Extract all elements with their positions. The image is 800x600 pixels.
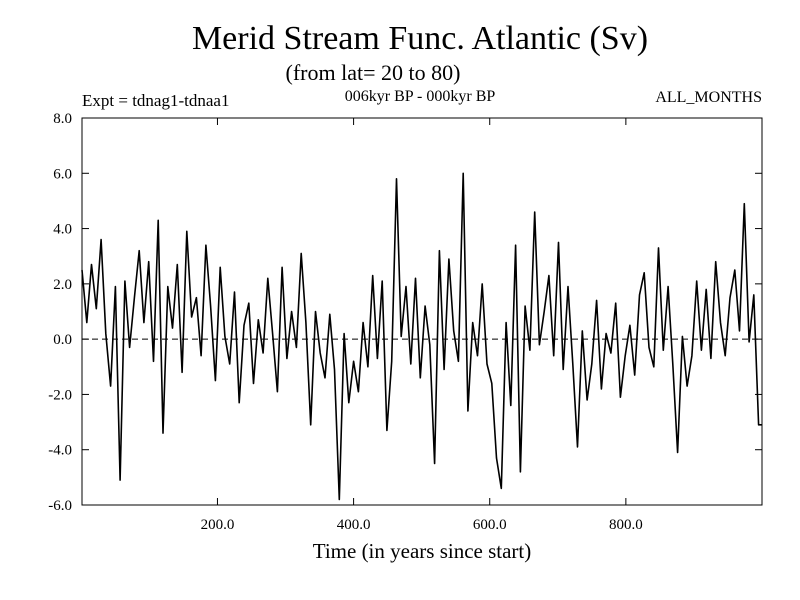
y-tick-label: 4.0 xyxy=(53,222,72,238)
y-tick-label: 6.0 xyxy=(53,166,72,182)
x-tick-label: 200.0 xyxy=(201,517,235,533)
plot-frame xyxy=(81,117,763,506)
y-tick-label: -2.0 xyxy=(48,387,72,403)
period-label: 006kyr BP - 000kyr BP xyxy=(345,88,496,105)
y-tick-label: 8.0 xyxy=(53,111,72,127)
y-tick-label: 0.0 xyxy=(53,332,72,348)
series-line xyxy=(81,172,762,501)
experiment-label: Expt = tdnag1-tdnaa1 xyxy=(82,91,229,110)
y-tick-label: -6.0 xyxy=(48,498,72,514)
y-tick-label: 2.0 xyxy=(53,277,72,293)
x-axis-label: Time (in years since start) xyxy=(313,539,532,563)
chart-subtitle: (from lat= 20 to 80) xyxy=(286,60,461,85)
y-axis: -6.0 -4.0 -2.0 0.0 2.0 4.0 6.0 8.0 xyxy=(48,111,762,514)
x-tick-label: 800.0 xyxy=(609,517,643,533)
x-tick-label: 600.0 xyxy=(473,517,507,533)
x-axis: 200.0 400.0 600.0 800.0 xyxy=(201,118,643,533)
y-tick-label: -4.0 xyxy=(48,443,72,459)
x-tick-label: 400.0 xyxy=(337,517,371,533)
months-label: ALL_MONTHS xyxy=(655,89,762,106)
chart-title: Merid Stream Func. Atlantic (Sv) xyxy=(192,20,648,57)
